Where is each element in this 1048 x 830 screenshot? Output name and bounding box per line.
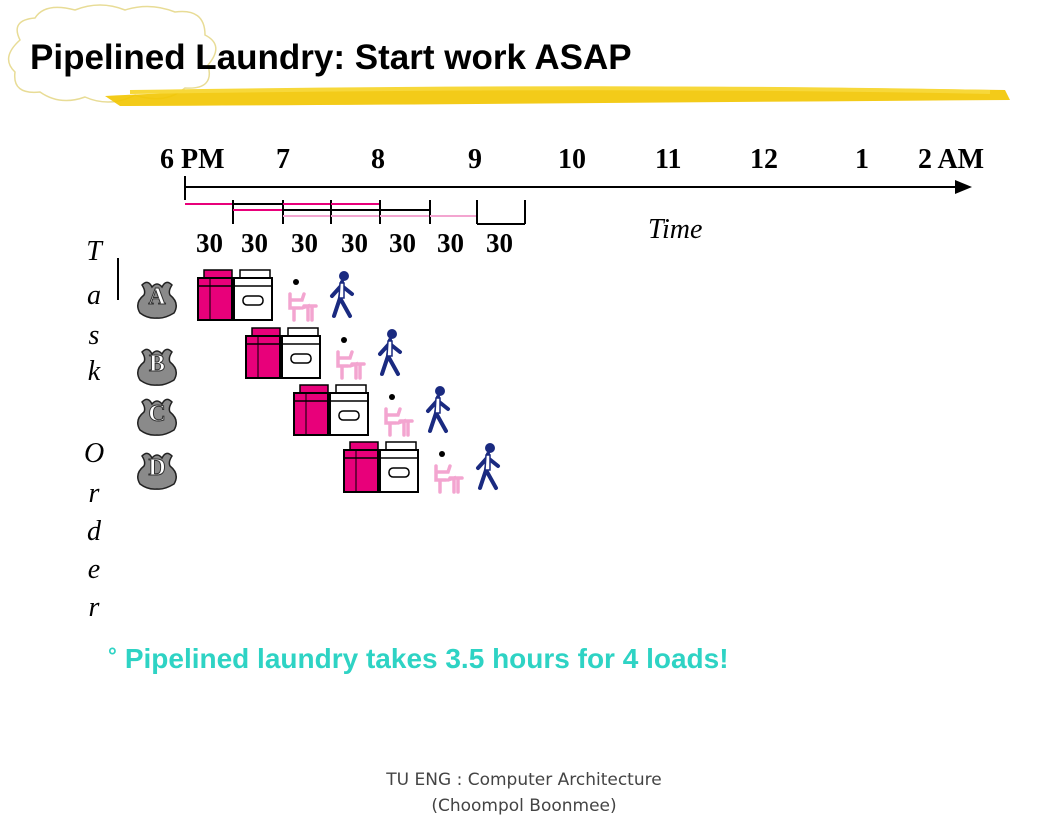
laundry-bag-icon: B — [134, 346, 180, 386]
task-order-letter: s — [88, 320, 100, 351]
duration-label: 30 — [291, 228, 318, 258]
storer-icon — [374, 326, 410, 387]
task-order-letter: r — [88, 478, 100, 509]
task-order-letter: O — [84, 438, 105, 469]
hour-label: 11 — [655, 144, 682, 175]
duration-label: 30 — [389, 228, 416, 258]
storer-icon — [472, 440, 508, 501]
summary-text: Pipelined laundry takes 3.5 hours for 4 … — [124, 643, 729, 674]
duration-label: 30 — [196, 228, 223, 258]
washer-icon — [342, 440, 382, 501]
task-order-letter: a — [87, 280, 101, 311]
washer-icon — [292, 383, 332, 444]
task-order-letter: d — [87, 516, 101, 547]
bullet-icon: ° — [108, 643, 117, 668]
folder-icon — [332, 334, 368, 389]
hour-label: 7 — [276, 144, 290, 175]
folder-icon — [284, 276, 320, 331]
footer-course: TU ENG : Computer Architecture — [386, 770, 662, 790]
hour-label: 12 — [750, 144, 778, 175]
folder-icon — [380, 391, 416, 446]
task-order-letter: T — [86, 236, 102, 267]
task-letter: C — [148, 401, 166, 428]
title-cloud-decoration — [7, 4, 217, 103]
folder-icon — [430, 448, 466, 503]
hour-label: 1 — [855, 144, 869, 175]
hour-label: 10 — [558, 144, 586, 175]
task-order-letter: k — [87, 356, 101, 387]
time-axis-label: Time — [648, 214, 703, 245]
duration-label: 30 — [486, 228, 513, 258]
task-letter: B — [148, 351, 165, 378]
dryer-icon — [328, 383, 372, 444]
washer-icon — [196, 268, 236, 329]
hour-label: 8 — [371, 144, 385, 175]
task-order-letter: r — [88, 592, 100, 623]
time-axis-arrow — [955, 180, 972, 194]
task-letter: D — [148, 455, 166, 482]
laundry-bag-icon: A — [134, 279, 180, 319]
duration-label: 30 — [437, 228, 464, 258]
slide-title: Pipelined Laundry: Start work ASAP — [30, 38, 632, 77]
summary-bullet: ° Pipelined laundry takes 3.5 hours for 4… — [108, 643, 729, 675]
dryer-icon — [378, 440, 422, 501]
timeline-axis — [117, 176, 972, 300]
hour-label: 2 AM — [918, 144, 985, 175]
storer-icon — [326, 268, 362, 329]
task-order-letter: e — [87, 554, 101, 585]
laundry-bag-icon: D — [134, 450, 180, 490]
title-highlight — [105, 86, 1010, 106]
storer-icon — [422, 383, 458, 444]
hour-label: 9 — [468, 144, 482, 175]
duration-label: 30 — [241, 228, 268, 258]
laundry-bag-icon: C — [134, 396, 180, 436]
duration-label: 30 — [341, 228, 368, 258]
washer-icon — [244, 326, 284, 387]
dryer-icon — [280, 326, 324, 387]
dryer-icon — [232, 268, 276, 329]
task-letter: A — [148, 284, 166, 311]
hour-label: 6 PM — [160, 144, 225, 175]
footer-author: (Choompol Boonmee) — [431, 796, 617, 816]
duration-ticks — [185, 200, 526, 225]
